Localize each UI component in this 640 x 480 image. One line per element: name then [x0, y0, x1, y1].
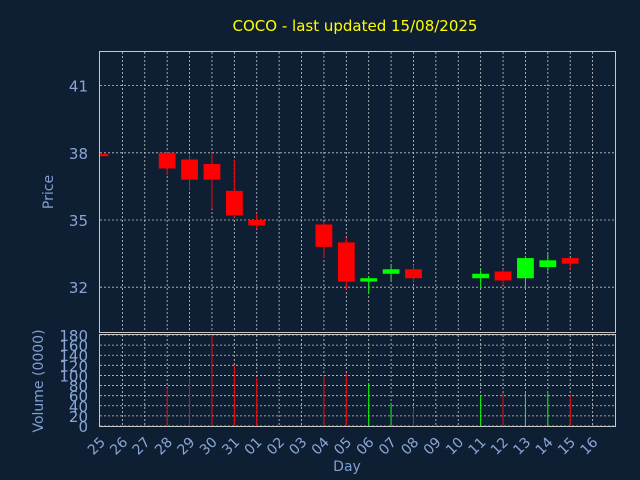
day-tick-label: 08: [398, 435, 422, 459]
candle-body: [248, 220, 266, 226]
price-tick-label: 38: [69, 145, 88, 163]
candle-body: [494, 271, 512, 281]
candle-body: [315, 224, 333, 247]
candle-body: [382, 269, 400, 274]
day-tick-label: 11: [466, 435, 490, 459]
candle-body: [472, 273, 490, 279]
chart-title: COCO - last updated 15/08/2025: [233, 17, 478, 35]
day-tick-label: 01: [242, 435, 266, 459]
price-tick-label: 32: [69, 279, 88, 297]
price-axis-label: Price: [41, 175, 57, 209]
day-tick-label: 27: [130, 435, 154, 459]
day-tick-label: 29: [174, 435, 198, 459]
day-tick-label: 25: [85, 435, 109, 459]
day-tick-label: 31: [219, 435, 243, 459]
day-tick-label: 15: [555, 435, 579, 459]
price-tick-label: 35: [69, 212, 88, 230]
candle-body: [203, 164, 221, 180]
candle-body: [360, 278, 378, 282]
day-tick-label: 30: [197, 435, 221, 459]
day-tick-label: 13: [510, 435, 534, 459]
day-tick-label: 12: [488, 435, 512, 459]
day-tick-label: 02: [264, 435, 288, 459]
price-tick-label: 41: [69, 78, 88, 96]
price-plot-frame: [99, 51, 616, 333]
day-tick-label: 05: [331, 435, 355, 459]
volume-tick-label: 180: [59, 327, 88, 345]
x-axis-label: Day: [333, 459, 361, 475]
day-tick-label: 09: [421, 435, 445, 459]
candle-body: [225, 190, 243, 216]
candle-body: [158, 152, 176, 169]
candle-body: [539, 260, 557, 268]
candle-body: [561, 258, 579, 264]
volume-axis-label: Volume (0000): [31, 329, 47, 432]
vertical-gridlines: [121, 52, 594, 426]
candle-body: [337, 242, 355, 282]
price-tick-labels: 32 35 38 41: [69, 78, 88, 298]
candle-body: [100, 153, 109, 157]
volume-tick-label: 60: [69, 388, 88, 406]
day-tick-label: 28: [152, 435, 176, 459]
day-tick-label: 04: [309, 434, 333, 458]
candle-body: [517, 258, 534, 279]
volume-tick-label: 40: [69, 398, 88, 416]
volume-tick-label: 160: [59, 337, 88, 355]
volume-tick-label: 100: [59, 367, 88, 385]
price-gridlines: [100, 85, 615, 288]
candles: [100, 152, 579, 294]
day-tick-label: 16: [578, 434, 602, 458]
volume-tick-label: 0: [78, 418, 88, 436]
day-tick-label: 07: [376, 435, 400, 459]
day-tick-label: 14: [533, 434, 557, 458]
day-tick-label: 26: [107, 434, 131, 458]
day-tick-label: 06: [354, 434, 378, 458]
day-tick-label: 10: [443, 435, 467, 459]
candle-body: [181, 159, 198, 180]
day-tick-labels: 2526272829303101020304050607080910111213…: [85, 434, 602, 458]
volume-bars: [166, 335, 571, 426]
volume-tick-label: 20: [69, 408, 88, 426]
volume-tick-label: 120: [59, 357, 88, 375]
volume-tick-label: 140: [59, 347, 88, 365]
volume-plot-frame: [99, 334, 616, 427]
volume-tick-label: 80: [69, 378, 88, 396]
candle-body: [405, 269, 422, 279]
day-tick-label: 03: [286, 435, 310, 459]
volume-gridlines: [100, 334, 615, 427]
